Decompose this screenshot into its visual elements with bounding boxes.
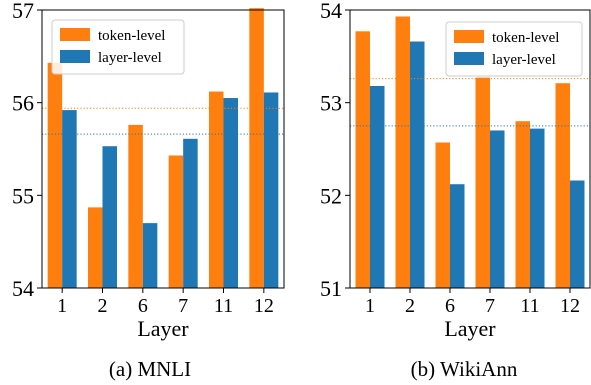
x-tick-label: 6 [445, 295, 455, 317]
bar-layer-level-1 [62, 110, 77, 288]
x-tick-label: 12 [560, 295, 580, 317]
bar-token-level-12 [555, 83, 570, 288]
x-tick-label: 2 [405, 295, 415, 317]
plot-frame [349, 9, 591, 289]
bar-token-level-11 [515, 121, 530, 288]
legend-label: token-level [98, 28, 165, 44]
x-tick-label: 1 [365, 295, 375, 317]
x-tick-label: 1 [57, 295, 67, 317]
legend-swatch-token-level [60, 28, 90, 41]
bar-layer-level-2 [102, 146, 117, 288]
panel-caption: (a) MNLI [109, 357, 191, 381]
bar-layer-level-6 [142, 223, 158, 288]
bar-layer-level-2 [410, 41, 425, 288]
bar-token-level-1 [355, 31, 370, 289]
x-tick-label: 12 [254, 295, 274, 317]
bar-layer-level-1 [370, 85, 385, 288]
bar-token-level-1 [47, 62, 63, 288]
x-tick-label: 2 [98, 295, 108, 317]
x-tick-label: 7 [485, 295, 495, 317]
bar-token-level-11 [209, 91, 224, 289]
x-tick-label: 11 [520, 295, 539, 317]
legend-swatch-token-level [454, 30, 484, 43]
bar-layer-level-11 [530, 128, 545, 288]
legend-label: token-level [492, 30, 559, 46]
x-axis-label: Layer [444, 316, 496, 341]
bar-token-level-12 [249, 8, 264, 288]
legend-swatch-layer-level [60, 50, 90, 63]
y-tick-label: 53 [320, 91, 342, 116]
y-tick-label: 54 [12, 276, 34, 301]
bar-token-level-6 [435, 142, 450, 288]
bar-layer-level-11 [223, 98, 238, 289]
y-tick-label: 51 [320, 276, 342, 301]
y-tick-label: 55 [12, 183, 34, 208]
legend-label: layer-level [98, 50, 162, 66]
plot-frame [41, 9, 285, 289]
y-tick-label: 54 [320, 0, 342, 23]
y-tick-label: 57 [12, 0, 34, 23]
bar-layer-level-6 [450, 184, 465, 288]
x-tick-label: 6 [138, 295, 148, 317]
bar-token-level-7 [475, 77, 490, 288]
x-tick-label: 11 [214, 295, 233, 317]
y-tick-label: 56 [12, 91, 34, 116]
bar-layer-level-12 [570, 180, 585, 288]
bar-layer-level-12 [263, 92, 279, 289]
legend-label: layer-level [492, 52, 556, 68]
panel-caption: (b) WikiAnn [411, 357, 518, 381]
bar-token-level-6 [128, 124, 143, 288]
x-axis-label: Layer [137, 316, 189, 341]
bar-token-level-7 [168, 155, 184, 288]
legend-swatch-layer-level [454, 52, 484, 65]
y-tick-label: 52 [320, 183, 342, 208]
bar-token-level-2 [88, 207, 103, 288]
bar-layer-level-7 [183, 138, 198, 288]
bar-layer-level-7 [490, 130, 505, 288]
bar-token-level-2 [395, 16, 410, 289]
x-tick-label: 7 [178, 295, 188, 317]
